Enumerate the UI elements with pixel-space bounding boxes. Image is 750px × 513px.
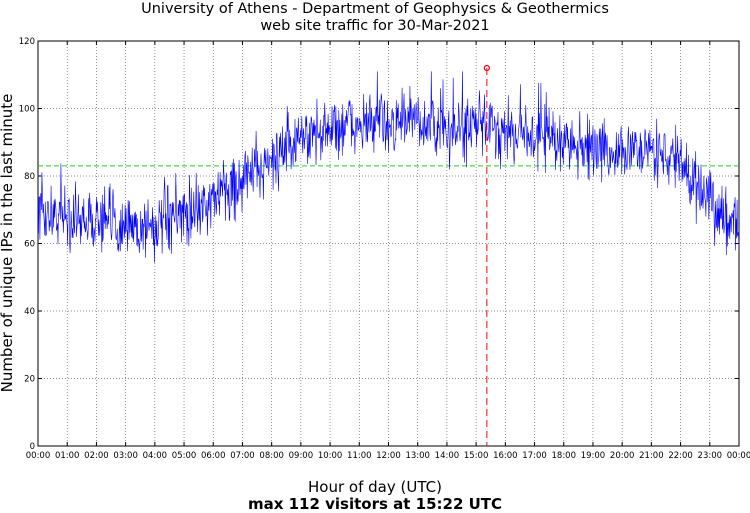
x-tick-label: 15:00: [464, 451, 489, 461]
x-tick-label: 05:00: [172, 451, 197, 461]
x-tick-label: 12:00: [376, 451, 401, 461]
x-tick-label: 17:00: [522, 451, 547, 461]
y-tick-label: 120: [19, 37, 35, 47]
x-tick-label: 13:00: [405, 451, 430, 461]
x-tick-label: 00:00: [26, 451, 51, 461]
y-tick-label: 80: [24, 172, 35, 182]
x-tick-label: 14:00: [435, 451, 460, 461]
x-tick-label: 22:00: [668, 451, 693, 461]
x-tick-label: 10:00: [318, 451, 343, 461]
x-tick-label: 20:00: [610, 451, 635, 461]
y-axis-label: Number of unique IPs in the last minute: [0, 93, 16, 393]
x-tick-label: 11:00: [347, 451, 372, 461]
x-tick-label: 03:00: [113, 451, 138, 461]
chart-title: University of Athens - Department of Geo…: [141, 1, 609, 17]
x-tick-label: 00:00: [727, 451, 750, 461]
y-tick-label: 20: [24, 375, 35, 385]
y-tick-label: 40: [24, 307, 35, 317]
x-tick-label: 01:00: [55, 451, 80, 461]
traffic-series-line: [37, 71, 740, 263]
x-tick-label: 06:00: [201, 451, 226, 461]
x-tick-label: 09:00: [289, 451, 314, 461]
y-tick-label: 0: [30, 442, 35, 452]
max-point-marker: [483, 64, 490, 72]
y-tick-label: 100: [19, 105, 35, 115]
x-tick-label: 18:00: [552, 451, 577, 461]
x-tick-label: 07:00: [230, 451, 255, 461]
chart-subtitle: web site traffic for 30-Mar-2021: [260, 18, 490, 34]
x-axis-label: Hour of day (UTC): [308, 478, 442, 496]
x-tick-label: 04:00: [143, 451, 168, 461]
x-tick-label: 02:00: [84, 451, 109, 461]
x-tick-label: 16:00: [493, 451, 518, 461]
y-tick-label: 60: [24, 240, 35, 250]
x-tick-label: 21:00: [639, 451, 664, 461]
x-tick-label: 19:00: [581, 451, 606, 461]
x-tick-label: 08:00: [259, 451, 284, 461]
max-visitors-caption: max 112 visitors at 15:22 UTC: [247, 495, 503, 513]
x-tick-label: 23:00: [698, 451, 723, 461]
